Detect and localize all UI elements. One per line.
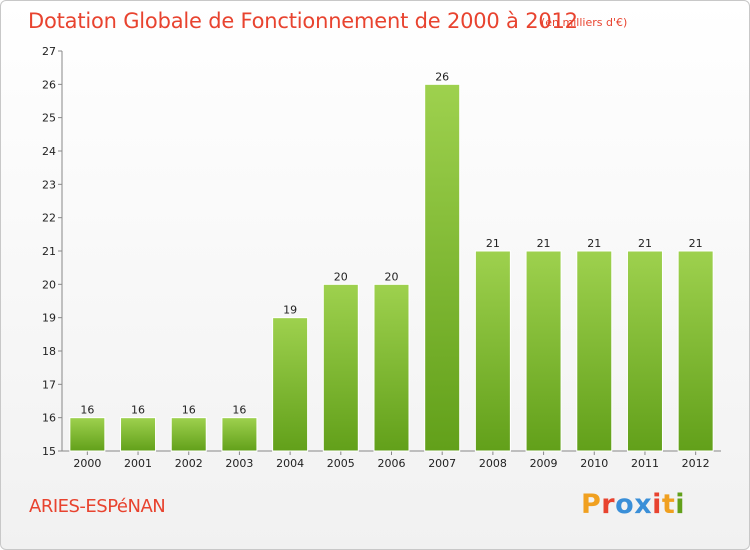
x-tick-label: 2009 (530, 457, 558, 470)
x-tick-label: 2004 (276, 457, 304, 470)
bar-2001 (120, 417, 157, 452)
y-tick-label: 22 (42, 212, 56, 225)
logo-letter: i (652, 489, 662, 520)
bar-2012 (677, 250, 714, 452)
x-tick-label: 2007 (428, 457, 456, 470)
x-tick-label: 2003 (225, 457, 253, 470)
bar-2004 (272, 317, 309, 452)
bar-2006 (373, 283, 410, 452)
y-tick-label: 21 (42, 245, 56, 258)
bar-2003 (221, 417, 258, 452)
logo-letter: i (675, 489, 686, 520)
bar-2007 (424, 83, 461, 452)
bar-value-label: 21 (638, 237, 652, 250)
bar-value-label: 26 (435, 70, 449, 83)
x-tick-label: 2002 (175, 457, 203, 470)
x-tick-label: 2005 (327, 457, 355, 470)
proxiti-logo: Proxiti (581, 489, 685, 520)
y-tick-label: 26 (42, 78, 56, 91)
chart-subtitle: (en milliers d'€) (541, 16, 628, 29)
bar-2011 (626, 250, 663, 452)
x-tick-label: 2008 (479, 457, 507, 470)
bar-2010 (576, 250, 613, 452)
y-tick-label: 27 (42, 45, 56, 58)
bar-2000 (69, 417, 106, 452)
y-tick-label: 23 (42, 178, 56, 191)
chart-title: Dotation Globale de Fonctionnement de 20… (28, 9, 578, 33)
logo-letter: t (661, 489, 676, 520)
bar-value-label: 16 (80, 404, 94, 417)
town-name: ARIES-ESPéNAN (29, 496, 166, 517)
x-tick-label: 2010 (580, 457, 608, 470)
bar-value-label: 21 (587, 237, 601, 250)
y-tick-label: 18 (42, 345, 56, 358)
y-tick-label: 16 (42, 412, 56, 425)
bar-value-label: 21 (486, 237, 500, 250)
x-tick-label: 2006 (378, 457, 406, 470)
y-tick-label: 19 (42, 312, 56, 325)
logo-letter: r (601, 489, 616, 520)
x-tick-label: 2000 (73, 457, 101, 470)
y-tick-label: 15 (42, 445, 56, 458)
x-tick-label: 2001 (124, 457, 152, 470)
y-tick-label: 17 (42, 378, 56, 391)
bar-value-label: 20 (385, 270, 399, 283)
logo-letter: x (634, 489, 653, 520)
logo-letter: o (615, 489, 635, 520)
y-tick-label: 25 (42, 112, 56, 125)
bar-value-label: 21 (537, 237, 551, 250)
x-tick-label: 2011 (631, 457, 659, 470)
bar-value-label: 20 (334, 270, 348, 283)
bar-2002 (170, 417, 207, 452)
bar-2008 (474, 250, 511, 452)
y-tick-label: 20 (42, 278, 56, 291)
logo-letter: P (581, 489, 602, 520)
bar-value-label: 16 (232, 404, 246, 417)
x-tick-label: 2012 (682, 457, 710, 470)
y-tick-label: 24 (42, 145, 56, 158)
bar-value-label: 19 (283, 304, 297, 317)
bar-value-label: 16 (131, 404, 145, 417)
bar-value-label: 21 (689, 237, 703, 250)
bar-value-label: 16 (182, 404, 196, 417)
bar-2009 (525, 250, 562, 452)
bar-2005 (322, 283, 359, 452)
